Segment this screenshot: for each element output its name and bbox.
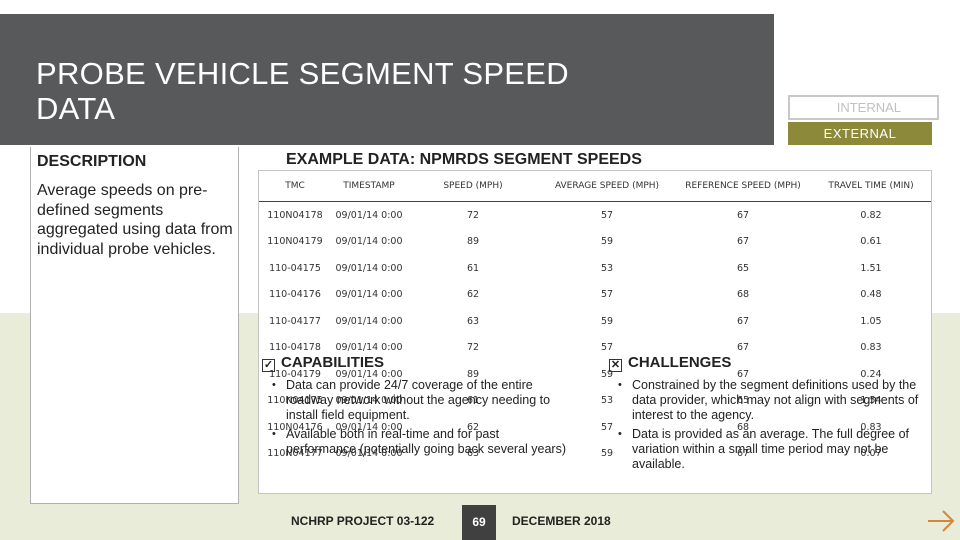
- table-cell-timestamp: 09/01/14 0:00: [335, 262, 403, 274]
- slide-title: PROBE VEHICLE SEGMENT SPEED DATA: [36, 56, 569, 126]
- table-row: 110-04178 09/01/14 0:00 72 57 67 0.83: [259, 335, 931, 362]
- challenges-heading: ✕ CHALLENGES: [609, 354, 731, 372]
- footer-date: DECEMBER 2018: [512, 514, 611, 528]
- table-cell-tmc: 110-04176: [269, 289, 321, 301]
- page-number: 69: [462, 505, 496, 540]
- table-cell-timestamp: 09/01/14 0:00: [335, 368, 403, 380]
- table-row: 110-04175 09/01/14 0:00 61 53 65 1.51: [259, 255, 931, 282]
- table-cell-speed: 63: [466, 315, 480, 327]
- table-row: 110-04179 09/01/14 0:00 89 59 67 0.24: [259, 361, 931, 388]
- list-item: Available both in real-time and for past…: [268, 427, 572, 457]
- description-panel: DESCRIPTION Average speeds on pre-define…: [30, 147, 239, 504]
- internal-toggle-button[interactable]: INTERNAL: [788, 95, 939, 120]
- table-row: 110-04177 09/01/14 0:00 63 59 67 1.05: [259, 308, 931, 335]
- table-cell-average-speed: 59: [600, 236, 614, 248]
- table-cell-average-speed: 59: [600, 448, 614, 460]
- table-cell-travel-time: 0.82: [860, 209, 882, 221]
- table-cell-travel-time: 0.61: [860, 236, 882, 248]
- column-header-travel-time: TRAVEL TIME (MIN): [811, 171, 931, 202]
- table-cell-speed: 61: [466, 262, 480, 274]
- column-header-speed: SPEED (MPH): [407, 171, 539, 202]
- table-header-row: TMC TIMESTAMP SPEED (MPH) AVERAGE SPEED …: [259, 171, 931, 202]
- internal-toggle-label: INTERNAL: [836, 100, 901, 115]
- table-cell-speed: 72: [466, 342, 480, 354]
- example-data-title: EXAMPLE DATA: NPMRDS SEGMENT SPEEDS: [286, 151, 642, 168]
- table-cell-speed: 89: [466, 368, 480, 380]
- table-cell-travel-time: 0.24: [860, 368, 882, 380]
- table-cell-reference-speed: 68: [736, 289, 750, 301]
- capabilities-list: Data can provide 24/7 coverage of the en…: [268, 378, 572, 461]
- list-item: Data can provide 24/7 coverage of the en…: [268, 378, 572, 423]
- table-cell-travel-time: 0.48: [860, 289, 882, 301]
- table-cell-reference-speed: 65: [736, 262, 750, 274]
- table-cell-travel-time: 1.05: [860, 315, 882, 327]
- list-item: Data is provided as an average. The full…: [614, 427, 924, 472]
- title-band: [0, 14, 774, 145]
- table-cell-travel-time: 0.83: [860, 342, 882, 354]
- table-cell-average-speed: 57: [600, 421, 614, 433]
- next-arrow-icon[interactable]: [926, 508, 956, 534]
- table-cell-average-speed: 57: [600, 209, 614, 221]
- table-cell-reference-speed: 67: [736, 342, 750, 354]
- table-row: 110N04179 09/01/14 0:00 89 59 67 0.61: [259, 229, 931, 256]
- external-toggle-button[interactable]: EXTERNAL: [788, 122, 932, 145]
- table-cell-speed: 62: [466, 289, 480, 301]
- table-cell-tmc: 110-04175: [269, 262, 321, 274]
- table-cell-speed: 89: [466, 236, 480, 248]
- column-header-tmc: TMC: [259, 171, 331, 202]
- challenges-list: Constrained by the segment definitions u…: [614, 378, 924, 476]
- table-cell-average-speed: 53: [600, 262, 614, 274]
- column-header-timestamp: TIMESTAMP: [331, 171, 407, 202]
- table-cell-timestamp: 09/01/14 0:00: [335, 209, 403, 221]
- description-text: Average speeds on pre-defined segments a…: [37, 182, 233, 258]
- table-cell-tmc: 110-04178: [269, 342, 321, 354]
- table-cell-speed: 72: [466, 209, 480, 221]
- table-cell-timestamp: 09/01/14 0:00: [335, 342, 403, 354]
- table-cell-tmc: 110-04179: [269, 368, 321, 380]
- column-header-average-speed: AVERAGE SPEED (MPH): [539, 171, 675, 202]
- table-cell-average-speed: 53: [600, 395, 614, 407]
- table-cell-average-speed: 59: [600, 315, 614, 327]
- table-cell-tmc: 110N04179: [267, 236, 323, 248]
- table-cell-average-speed: 59: [600, 368, 614, 380]
- table-cell-timestamp: 09/01/14 0:00: [335, 236, 403, 248]
- table-cell-timestamp: 09/01/14 0:00: [335, 315, 403, 327]
- table-cell-reference-speed: 67: [736, 209, 750, 221]
- table-row: 110N04178 09/01/14 0:00 72 57 67 0.82: [259, 202, 931, 229]
- table-cell-travel-time: 1.51: [860, 262, 882, 274]
- table-cell-average-speed: 57: [600, 342, 614, 354]
- table-row: 110-04176 09/01/14 0:00 62 57 68 0.48: [259, 282, 931, 309]
- capabilities-heading-label: CAPABILITIES: [281, 354, 385, 371]
- checked-box-icon: ✓: [262, 359, 275, 372]
- table-cell-reference-speed: 67: [736, 236, 750, 248]
- table-cell-tmc: 110N04178: [267, 209, 323, 221]
- challenges-heading-label: CHALLENGES: [628, 354, 732, 371]
- x-box-icon: ✕: [609, 359, 622, 372]
- description-heading: DESCRIPTION: [37, 153, 147, 170]
- list-item: Constrained by the segment definitions u…: [614, 378, 924, 423]
- capabilities-heading: ✓ CAPABILITIES: [262, 354, 384, 372]
- table-cell-average-speed: 57: [600, 289, 614, 301]
- footer-project: NCHRP PROJECT 03-122: [291, 514, 435, 528]
- table-cell-reference-speed: 67: [736, 368, 750, 380]
- table-cell-timestamp: 09/01/14 0:00: [335, 289, 403, 301]
- column-header-reference-speed: REFERENCE SPEED (MPH): [675, 171, 811, 202]
- table-cell-tmc: 110-04177: [269, 315, 321, 327]
- table-cell-reference-speed: 67: [736, 315, 750, 327]
